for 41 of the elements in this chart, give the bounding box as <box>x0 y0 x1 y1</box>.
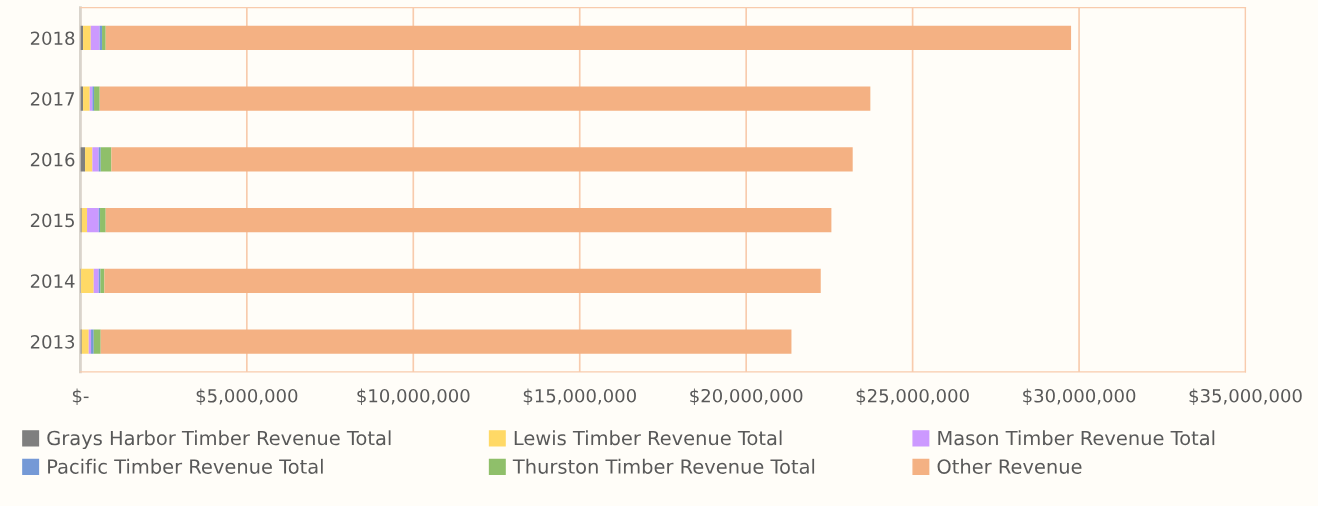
bar <box>100 207 106 233</box>
legend-label: Other Revenue <box>937 458 1082 474</box>
bar <box>93 329 101 354</box>
bar <box>81 268 94 293</box>
bar <box>99 86 871 111</box>
x-tick-label: $- <box>72 388 89 405</box>
bar <box>100 329 792 354</box>
bar <box>104 268 821 293</box>
bar <box>85 147 93 172</box>
x-tick-label: $5,000,000 <box>196 388 298 405</box>
bar <box>111 147 853 172</box>
y-tick-label: 2013 <box>30 335 75 349</box>
legend-label: Mason Timber Revenue Total <box>938 430 1215 446</box>
x-tick-label: $30,000,000 <box>1023 388 1136 405</box>
bar <box>81 329 89 354</box>
bar <box>105 25 1072 51</box>
bar <box>81 207 88 233</box>
y-tick-label: 2015 <box>30 213 74 228</box>
bar <box>92 147 99 172</box>
legend-label: Grays Harbor Timber Revenue Total <box>47 430 391 450</box>
legend-label: Pacific Timber Revenue Total <box>48 458 323 474</box>
bar <box>105 207 832 233</box>
x-tick-label: $15,000,000 <box>523 388 636 405</box>
x-tick-label: $35,000,000 <box>1189 388 1302 405</box>
y-tick-label: 2018 <box>30 31 75 46</box>
legend-label: Thurston Timber Revenue Total <box>512 458 815 474</box>
x-tick-label: $20,000,000 <box>690 388 803 405</box>
bar <box>87 207 99 233</box>
y-tick-label: 2016 <box>30 152 75 167</box>
bar <box>83 86 90 111</box>
bar <box>94 86 100 111</box>
bar <box>93 268 99 293</box>
bar <box>90 25 100 51</box>
bar <box>83 25 91 51</box>
bar <box>100 268 105 293</box>
x-tick-label: $25,000,000 <box>856 388 969 405</box>
legend-label: Lewis Timber Revenue Total <box>514 430 782 446</box>
x-tick-label: $10,000,000 <box>357 388 470 405</box>
y-tick-label: 2017 <box>30 92 74 106</box>
bar <box>100 147 112 172</box>
y-tick-label: 2014 <box>30 274 75 288</box>
